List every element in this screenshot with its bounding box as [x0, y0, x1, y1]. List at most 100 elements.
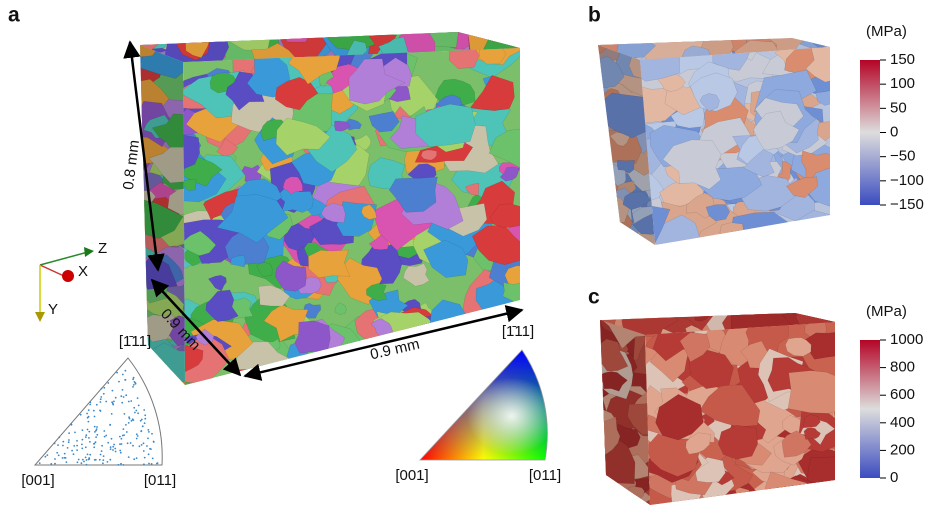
pole-dot [94, 416, 96, 418]
pole-dot [132, 418, 134, 420]
grain [788, 229, 834, 272]
pole-dot [136, 438, 138, 440]
pole-dot [152, 458, 154, 460]
pole-dot [119, 436, 121, 438]
pole-dot [111, 438, 113, 440]
pole-dot [148, 463, 150, 465]
pole-dot [103, 455, 105, 457]
colorbar-unit: (MPa) [866, 303, 907, 320]
pole-dot [153, 441, 155, 443]
pole-dot [107, 382, 109, 384]
ipf-color-key [420, 350, 547, 460]
pole-dot [94, 426, 96, 428]
grain [583, 163, 612, 189]
pole-dot [96, 426, 98, 428]
colorbar [860, 340, 880, 478]
pole-dot [123, 434, 125, 436]
colorbars: (MPa)150100500−50−100−150(MPa)1000800600… [860, 23, 924, 486]
pole-dot [136, 433, 138, 435]
pole-dot [122, 374, 124, 376]
pole-dot [127, 442, 129, 444]
pole-dot [118, 381, 120, 383]
pole-dot [109, 459, 111, 461]
pole-dot [147, 429, 149, 431]
colorbar-tick-label: 50 [890, 99, 907, 116]
pole-dot [82, 459, 84, 461]
pole-dot [141, 444, 143, 446]
pole-dot [123, 464, 125, 466]
pole-dot [89, 404, 91, 406]
grain [580, 230, 617, 254]
pole-dot [94, 431, 96, 433]
pole-dot [103, 393, 105, 395]
pole-dot [94, 443, 96, 445]
axis-triad [35, 247, 94, 322]
pole-dot [134, 412, 136, 414]
pole-dot [124, 413, 126, 415]
pole-dot [86, 464, 88, 466]
pole-dot [125, 379, 127, 381]
colorbar-tick-label: 200 [890, 441, 915, 458]
pole-dot [114, 448, 116, 450]
pole-dot [151, 463, 153, 465]
pole-dot [88, 416, 90, 418]
pole-dot [128, 422, 130, 424]
pole-dot [88, 431, 90, 433]
pole-dot [126, 431, 128, 433]
pole-dot [146, 445, 148, 447]
pole-dot [119, 443, 121, 445]
pole-dot [148, 431, 150, 433]
pole-dot [104, 436, 106, 438]
pole-dot [112, 446, 114, 448]
pole-dot [96, 404, 98, 406]
pole-dot [88, 421, 90, 423]
pole-dot [62, 457, 64, 459]
pole-dot [81, 444, 83, 446]
pole-dot [93, 410, 95, 412]
pole-dot [133, 377, 135, 379]
colorbar-tick-label: −50 [890, 148, 915, 165]
pole-dot [88, 409, 90, 411]
pole-dot [101, 388, 103, 390]
figure: a b c 0.8 mm 0.9 mm 0.9 mm Z X Y [1̄11] … [0, 0, 938, 513]
pole-dot [125, 370, 127, 372]
pole-dot [74, 432, 76, 434]
colorbar-tick-label: 0 [890, 123, 898, 140]
pole-dot [76, 445, 78, 447]
pole-dot [70, 423, 72, 425]
pole-dot [54, 443, 56, 445]
pole-dot [121, 402, 123, 404]
grain [332, 357, 368, 385]
face-shade [600, 320, 650, 505]
pole-dot [101, 450, 103, 452]
pole-dot [128, 456, 130, 458]
grain [327, 360, 353, 383]
pole-dot [96, 428, 98, 430]
pole-dot [148, 453, 150, 455]
pole-dot [85, 434, 87, 436]
pole-label: [011] [144, 472, 176, 489]
pole-dot [141, 430, 143, 432]
pole-dot [112, 390, 114, 392]
grain [343, 369, 370, 392]
pole-dot [85, 446, 87, 448]
pole-dot [144, 422, 146, 424]
colorbar-tick-label: −150 [890, 196, 924, 213]
panel-label: c [588, 286, 600, 309]
pole-dot [133, 384, 135, 386]
panel-label: b [588, 4, 601, 27]
pole-dot [71, 450, 73, 452]
pole-dot [96, 434, 98, 436]
pole-dot [115, 451, 117, 453]
pole-dot [110, 448, 112, 450]
axis-label: X [78, 263, 88, 280]
pole-dot [103, 387, 105, 389]
grain [430, 333, 487, 379]
colorbar-tick-label: 1000 [890, 331, 923, 348]
pole-dot [151, 433, 153, 435]
pole-dot [46, 454, 48, 456]
pole-dot [87, 454, 89, 456]
pole-dot [73, 445, 75, 447]
pole-dot [139, 445, 141, 447]
pole-dot [107, 461, 109, 463]
